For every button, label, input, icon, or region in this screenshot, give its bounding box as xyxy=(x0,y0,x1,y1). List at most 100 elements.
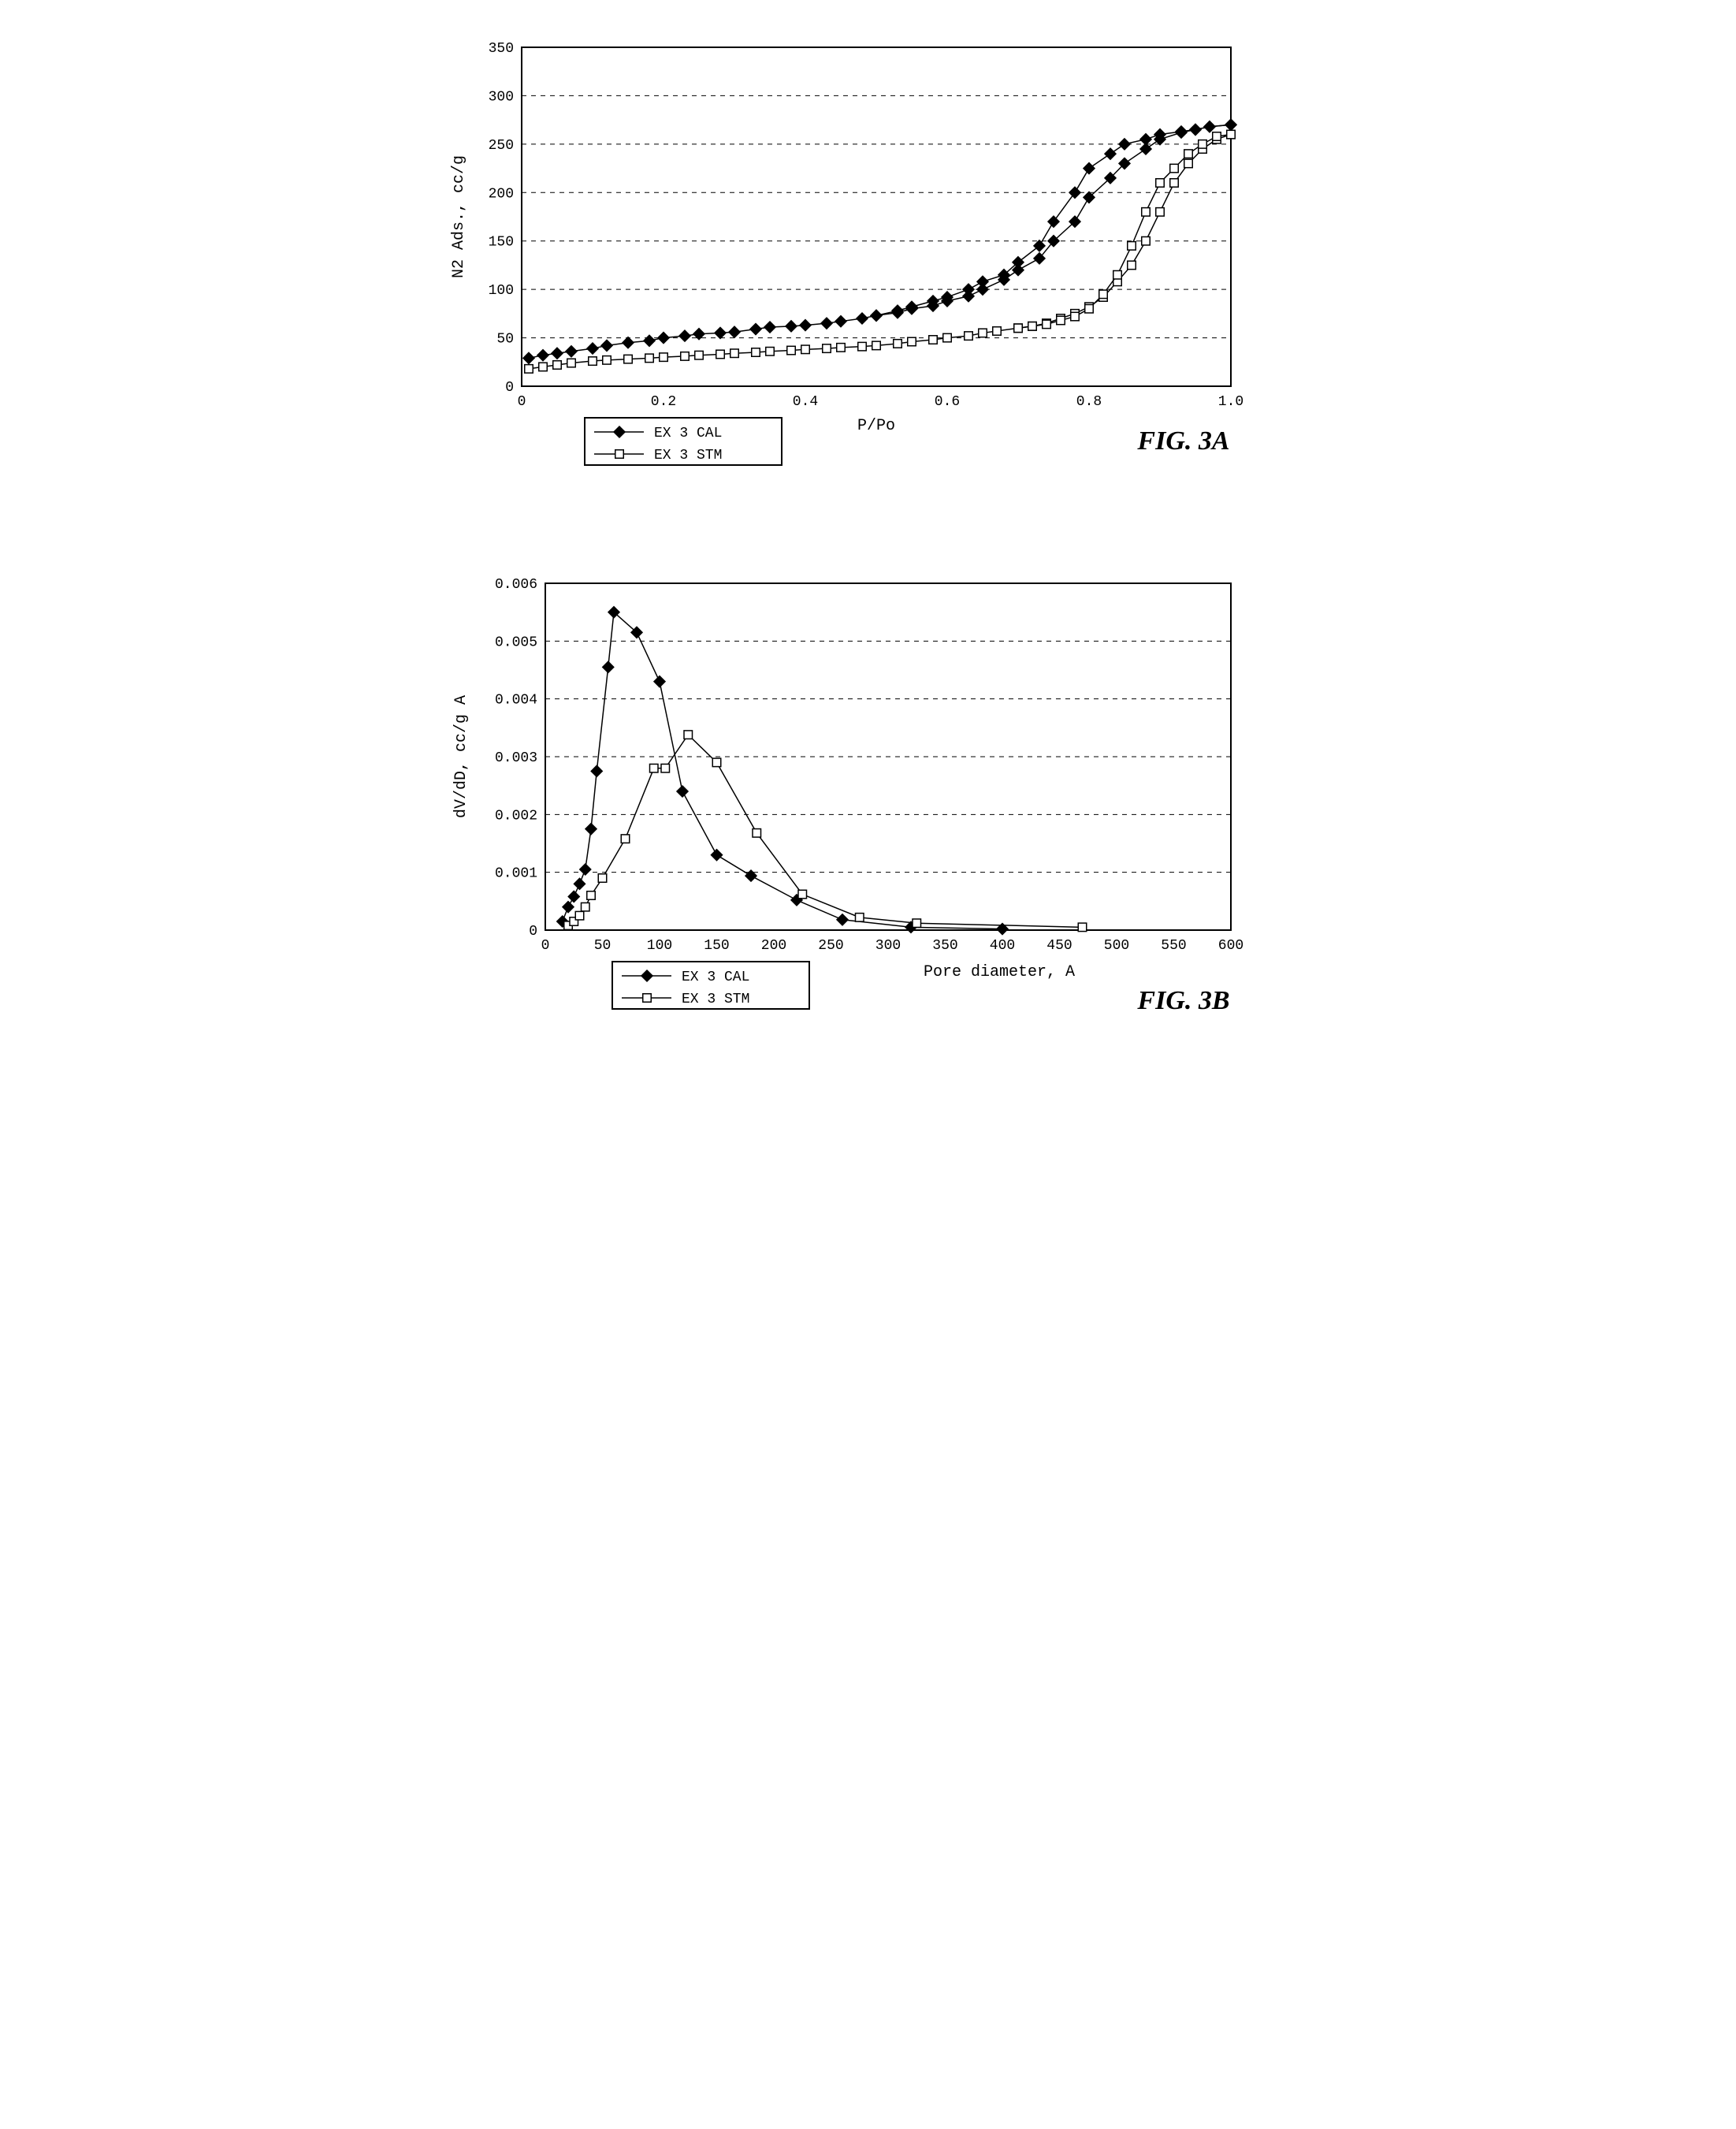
series-marker xyxy=(942,333,951,342)
xtick-label: 1.0 xyxy=(1217,394,1243,410)
series-marker xyxy=(1212,132,1221,141)
series-marker xyxy=(1184,150,1192,158)
series-marker xyxy=(1141,208,1150,217)
chart-b-ylabel: dV/dD, cc/g A xyxy=(452,695,470,818)
ytick-label: 300 xyxy=(488,89,513,105)
series-marker xyxy=(1028,322,1036,331)
ytick-label: 0.005 xyxy=(494,635,537,650)
chart-b-svg: 00.0010.0020.0030.0040.0050.006 05010015… xyxy=(435,568,1302,1056)
series-marker xyxy=(680,352,689,361)
xtick-label: 0.6 xyxy=(934,394,959,410)
ytick-label: 0.001 xyxy=(494,866,537,882)
series-marker xyxy=(872,341,880,350)
series-marker xyxy=(659,353,667,362)
series-marker xyxy=(907,337,916,346)
series-marker xyxy=(1056,316,1065,325)
series-marker xyxy=(623,355,632,363)
series-marker xyxy=(786,346,795,355)
xtick-label: 500 xyxy=(1103,938,1128,954)
series-marker xyxy=(836,344,845,352)
xtick-label: 50 xyxy=(593,938,611,954)
series-marker xyxy=(524,365,533,374)
series-marker xyxy=(1013,324,1022,333)
xtick-label: 0.8 xyxy=(1076,394,1101,410)
series-marker xyxy=(1169,164,1178,173)
series-marker xyxy=(712,758,721,767)
series-marker xyxy=(913,919,921,928)
chart-a-svg: 050100150200250300350 00.20.40.60.81.0 N… xyxy=(435,32,1302,504)
legend-label: EX 3 CAL xyxy=(654,426,722,441)
xtick-label: 0 xyxy=(517,394,526,410)
series-marker xyxy=(567,359,575,367)
ytick-label: 0.003 xyxy=(494,750,537,766)
series-marker xyxy=(1169,179,1178,188)
series-marker xyxy=(684,731,693,739)
series-marker xyxy=(1184,159,1192,168)
ytick-label: 250 xyxy=(488,138,513,154)
series-marker xyxy=(621,835,630,843)
legend-label: EX 3 STM xyxy=(654,448,722,463)
series-marker xyxy=(586,891,595,900)
series-marker xyxy=(1127,242,1136,251)
series-marker xyxy=(645,354,653,363)
series-marker xyxy=(1198,140,1206,149)
chart-a-fig-label: FIG. 3A xyxy=(1136,426,1229,456)
legend-label: EX 3 CAL xyxy=(682,970,749,985)
series-marker xyxy=(1098,290,1107,299)
chart-b-fig-label: FIG. 3B xyxy=(1136,986,1229,1015)
series-marker xyxy=(798,890,807,899)
xtick-label: 450 xyxy=(1046,938,1072,954)
series-marker xyxy=(598,874,607,883)
xtick-label: 0 xyxy=(541,938,549,954)
series-marker xyxy=(1070,312,1079,321)
xtick-label: 0.4 xyxy=(792,394,817,410)
legend-label: EX 3 STM xyxy=(682,992,749,1007)
series-marker xyxy=(1042,320,1050,329)
xtick-label: 200 xyxy=(760,938,786,954)
ytick-label: 100 xyxy=(488,283,513,299)
series-marker xyxy=(753,829,761,838)
series-marker xyxy=(822,344,831,353)
chart-b-xlabel: Pore diameter, A xyxy=(924,963,1075,981)
xtick-label: 600 xyxy=(1217,938,1243,954)
series-marker xyxy=(649,764,658,772)
xtick-label: 300 xyxy=(875,938,900,954)
series-marker xyxy=(581,903,589,911)
series-marker xyxy=(978,329,987,337)
series-marker xyxy=(694,351,703,359)
figure-container: 050100150200250300350 00.20.40.60.81.0 N… xyxy=(435,32,1302,1056)
series-marker xyxy=(1155,208,1164,217)
series-marker xyxy=(661,764,670,772)
series-marker xyxy=(575,911,584,920)
series-marker xyxy=(552,361,561,370)
chart-b-wrapper: 00.0010.0020.0030.0040.0050.006 05010015… xyxy=(435,568,1302,1056)
ytick-label: 50 xyxy=(496,332,514,348)
xtick-label: 100 xyxy=(646,938,671,954)
ytick-label: 0.004 xyxy=(494,693,537,709)
series-marker xyxy=(1155,179,1164,188)
series-marker xyxy=(716,350,724,359)
series-marker xyxy=(538,363,547,371)
ytick-label: 200 xyxy=(488,186,513,202)
series-marker xyxy=(602,356,611,365)
series-marker xyxy=(857,342,866,351)
xtick-label: 550 xyxy=(1161,938,1186,954)
series-marker xyxy=(992,327,1001,336)
series-marker xyxy=(855,914,864,922)
xtick-label: 250 xyxy=(818,938,843,954)
series-marker xyxy=(1078,923,1087,932)
series-marker xyxy=(928,336,937,344)
ytick-label: 350 xyxy=(488,41,513,57)
series-marker xyxy=(1127,261,1136,270)
ytick-label: 0.006 xyxy=(494,577,537,593)
chart-a-xlabel: P/Po xyxy=(857,417,894,435)
ytick-label: 0 xyxy=(505,380,514,396)
xtick-label: 150 xyxy=(704,938,729,954)
series-marker xyxy=(588,357,597,366)
series-marker xyxy=(801,345,809,354)
series-marker xyxy=(1113,270,1121,279)
series-marker xyxy=(765,348,774,356)
xtick-label: 400 xyxy=(989,938,1014,954)
xtick-label: 350 xyxy=(932,938,957,954)
series-marker xyxy=(893,340,901,348)
